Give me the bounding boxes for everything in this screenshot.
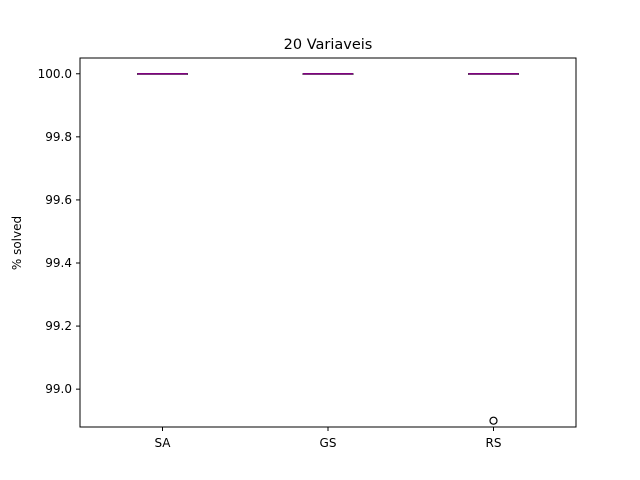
y-tick-label: 99.6 <box>45 193 72 207</box>
plot-area-frame <box>79 57 577 428</box>
y-tick-label: 99.8 <box>45 130 72 144</box>
y-tick-label: 99.2 <box>45 319 72 333</box>
y-tick-label: 99.0 <box>45 382 72 396</box>
x-tick-label: SA <box>154 436 171 450</box>
x-tick-label: GS <box>320 436 337 450</box>
y-axis-label: % solved <box>10 216 24 270</box>
x-tick-label: RS <box>486 436 502 450</box>
chart-title: 20 Variaveis <box>284 37 373 53</box>
outlier-point <box>489 416 498 425</box>
y-tick-label: 99.4 <box>45 256 72 270</box>
y-tick-label: 100.0 <box>38 67 72 81</box>
